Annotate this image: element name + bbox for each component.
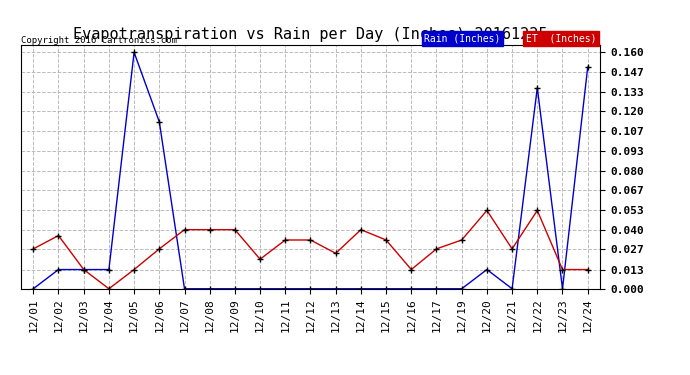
Text: Copyright 2016 Cartronics.com: Copyright 2016 Cartronics.com — [21, 36, 177, 45]
Title: Evapotranspiration vs Rain per Day (Inches) 20161225: Evapotranspiration vs Rain per Day (Inch… — [73, 27, 548, 42]
Text: ET  (Inches): ET (Inches) — [526, 33, 596, 43]
Text: Rain (Inches): Rain (Inches) — [424, 33, 501, 43]
